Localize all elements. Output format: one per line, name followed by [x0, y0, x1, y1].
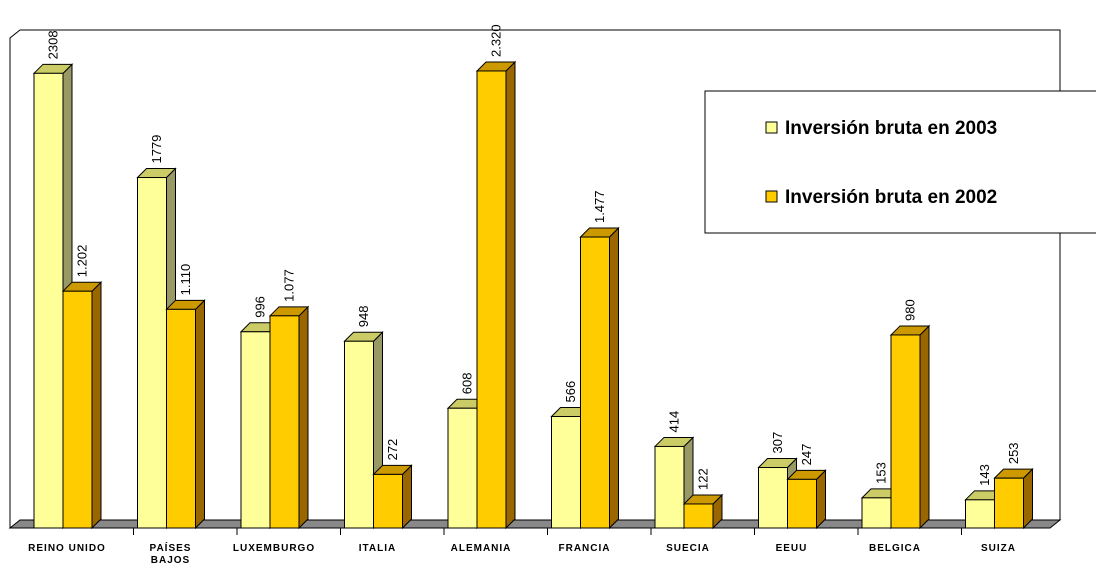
- value-label-suecia-2002: 122: [696, 468, 711, 490]
- value-label-paises-bajos-2002: 1.110: [178, 264, 193, 296]
- bar-belgica-2002: [889, 324, 931, 530]
- value-label-alemania-2003: 608: [460, 373, 475, 395]
- category-label-suecia: SUECIA: [666, 543, 710, 554]
- bar-alemania-2002: [475, 60, 517, 530]
- value-label-paises-bajos-2003: 1779: [149, 135, 164, 164]
- value-label-francia-2002: 1.477: [592, 190, 607, 223]
- category-label-suiza: SUIZA: [981, 543, 1016, 554]
- value-label-belgica-2002: 980: [903, 299, 918, 321]
- category-label-belgica: BELGICA: [869, 543, 921, 554]
- value-label-italia-2002: 272: [385, 439, 400, 461]
- value-label-suiza-2002: 253: [1006, 442, 1021, 464]
- bar-paises-bajos-2002: [165, 299, 206, 530]
- value-label-alemania-2002: 2.320: [489, 24, 504, 57]
- value-label-eeuu-2003: 307: [770, 432, 785, 454]
- value-label-francia-2003: 566: [563, 381, 578, 403]
- value-label-italia-2003: 948: [356, 306, 371, 328]
- value-label-luxemburgo-2003: 996: [253, 296, 268, 318]
- category-label-italia: ITALIA: [359, 543, 396, 554]
- legend-swatch-2002: [765, 190, 778, 203]
- category-label-paises-bajos: PAÍSES: [150, 541, 192, 554]
- legend-label-2003: Inversión bruta en 2003: [785, 118, 997, 139]
- legend-box: [704, 90, 1096, 234]
- value-label-reino-unido-2002: 1.202: [75, 245, 90, 278]
- bar-reino-unido-2002: [61, 280, 103, 530]
- category-label-francia: FRANCIA: [559, 543, 611, 554]
- category-label-paises-bajos: BAJOS: [151, 555, 190, 566]
- bar-francia-2002: [579, 226, 620, 530]
- bar-eeuu-2002: [786, 469, 827, 530]
- value-label-luxemburgo-2002: 1.077: [282, 269, 297, 302]
- bar-suecia-2002: [682, 493, 724, 530]
- value-label-eeuu-2002: 247: [799, 444, 814, 466]
- value-label-suiza-2003: 143: [977, 464, 992, 486]
- bar-suiza-2002: [993, 467, 1034, 530]
- bar-italia-2002: [372, 464, 413, 530]
- value-label-suecia-2003: 414: [667, 411, 682, 433]
- category-label-reino-unido: REINO UNIDO: [28, 543, 106, 554]
- category-label-alemania: ALEMANIA: [451, 543, 512, 554]
- legend-swatch-2003: [765, 121, 778, 134]
- legend-label-2002: Inversión bruta en 2002: [785, 187, 997, 208]
- legend: Inversión bruta en 2003 Inversión bruta …: [704, 90, 1096, 234]
- value-label-belgica-2003: 153: [874, 462, 889, 484]
- value-label-reino-unido-2003: 2308: [46, 30, 61, 59]
- category-label-luxemburgo: LUXEMBURGO: [233, 543, 315, 554]
- bar-luxemburgo-2002: [268, 305, 310, 530]
- category-label-eeuu: EEUU: [776, 543, 808, 554]
